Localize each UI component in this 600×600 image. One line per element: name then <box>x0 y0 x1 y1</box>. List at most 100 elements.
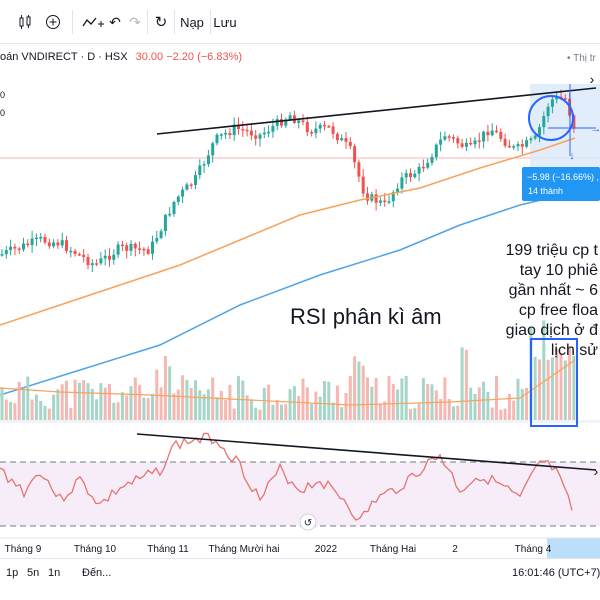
add-indicator-icon[interactable] <box>40 0 66 44</box>
volume-bar <box>550 357 554 420</box>
candle-body <box>159 231 163 239</box>
volume-bar <box>323 380 326 420</box>
volume-bar <box>533 356 537 420</box>
volume-bar <box>486 392 490 420</box>
candle-body <box>77 254 81 256</box>
volume-bar <box>26 376 30 420</box>
toolbar-divider <box>147 10 148 34</box>
volume-bar <box>477 387 481 420</box>
volume-bar <box>280 404 283 420</box>
candle-body <box>490 130 494 136</box>
candle-body <box>245 129 249 132</box>
reset-scale-button <box>299 513 317 531</box>
volume-bar <box>65 380 68 420</box>
volume-bar <box>490 407 494 420</box>
measure-tooltip <box>522 167 600 201</box>
candle-body <box>301 120 305 123</box>
volume-bar <box>163 356 167 420</box>
price-values: 30.00 −2.20 (−6.83%) <box>135 51 243 63</box>
volume-bar <box>559 352 563 420</box>
volume-bar <box>13 403 17 420</box>
candle-body <box>469 142 473 145</box>
volume-bar <box>142 397 146 420</box>
candle-body <box>95 263 99 265</box>
volume-bar <box>138 384 142 420</box>
symbol-legend: oán VNDIRECT · D · HSX 30.00 −2.20 (−6.8… <box>0 51 242 67</box>
candle-body <box>525 140 529 147</box>
candle-body <box>439 139 443 145</box>
range-5n[interactable]: 5n <box>27 567 40 579</box>
candle-body <box>237 124 240 129</box>
candle-body <box>52 242 56 247</box>
measure-change-text: −5.98 (−16.66%) , ... <box>527 172 600 182</box>
candle-body <box>211 143 215 156</box>
toolbar-divider <box>72 10 73 34</box>
redo-icon[interactable]: ↷ <box>129 13 141 30</box>
candle-body <box>314 128 318 134</box>
candle-body <box>460 143 464 147</box>
candle-body <box>331 126 335 134</box>
save-button[interactable]: Lưu <box>213 14 237 30</box>
candle-body <box>456 138 460 144</box>
candle-body <box>232 124 236 136</box>
volume-bar <box>447 398 451 420</box>
chart-type-icon[interactable] <box>12 0 38 44</box>
candle-body <box>495 130 498 133</box>
load-button[interactable]: Nạp <box>180 14 204 30</box>
volume-bar <box>116 402 120 420</box>
candle-body <box>69 250 73 253</box>
candle-body <box>387 201 391 203</box>
volume-bar <box>542 320 546 420</box>
candle-body <box>555 96 559 100</box>
candle-body <box>464 142 468 147</box>
volume-bar <box>409 408 412 420</box>
volume-bar <box>52 394 56 420</box>
range-1n[interactable]: 1n <box>48 567 61 579</box>
compare-icon[interactable] <box>78 0 108 44</box>
volume-bar <box>335 385 339 420</box>
price-axis-label: 0 <box>0 108 5 118</box>
candle-body <box>374 194 378 203</box>
candle-body <box>280 119 283 126</box>
candle-body <box>413 173 417 178</box>
volume-bar <box>73 379 77 420</box>
volume-bar <box>572 355 576 420</box>
reload-icon[interactable]: ↻ <box>154 14 168 31</box>
volume-bar <box>512 400 516 420</box>
candle-body <box>288 115 292 120</box>
volume-bar <box>417 403 421 420</box>
candle-body <box>443 136 447 140</box>
price-chart[interactable]: ↺ ↓ → −5.98 (−16.66%) , ... 14 thành RSI phân… <box>0 44 600 558</box>
volume-bar <box>254 407 258 420</box>
candle-body <box>43 236 47 243</box>
range-1p[interactable]: 1p <box>6 567 19 579</box>
rsi-divergence-annotation: RSI phân kì âm <box>290 304 442 329</box>
time-axis-tick-label: Tháng 10 <box>74 544 117 555</box>
volume-bar <box>43 405 47 420</box>
volume-bar <box>421 378 425 420</box>
candle-body <box>241 128 245 131</box>
volume-bar <box>275 399 279 420</box>
undo-icon[interactable]: ↶ <box>109 13 121 30</box>
volume-bar <box>331 402 335 420</box>
candle-body <box>533 135 537 139</box>
goto-date-button[interactable]: Đến... <box>82 567 112 579</box>
volume-bar <box>69 407 73 420</box>
volume-bar <box>464 349 468 420</box>
volume-bar <box>237 376 240 420</box>
candle-body <box>546 106 550 117</box>
volume-bar <box>232 408 236 420</box>
candle-body <box>0 254 4 256</box>
candle-body <box>284 119 288 126</box>
volume-bar <box>439 398 443 420</box>
candle-body <box>163 215 167 232</box>
candle-body <box>142 248 146 251</box>
volume-bar <box>396 389 400 420</box>
time-axis-tick-label: 2022 <box>315 544 338 555</box>
volume-bar <box>391 383 395 420</box>
volume-bar <box>400 378 404 420</box>
volume-highlight-box <box>530 338 578 427</box>
candle-body <box>90 263 94 266</box>
candle-body <box>73 250 77 255</box>
volume-bar <box>202 394 206 420</box>
